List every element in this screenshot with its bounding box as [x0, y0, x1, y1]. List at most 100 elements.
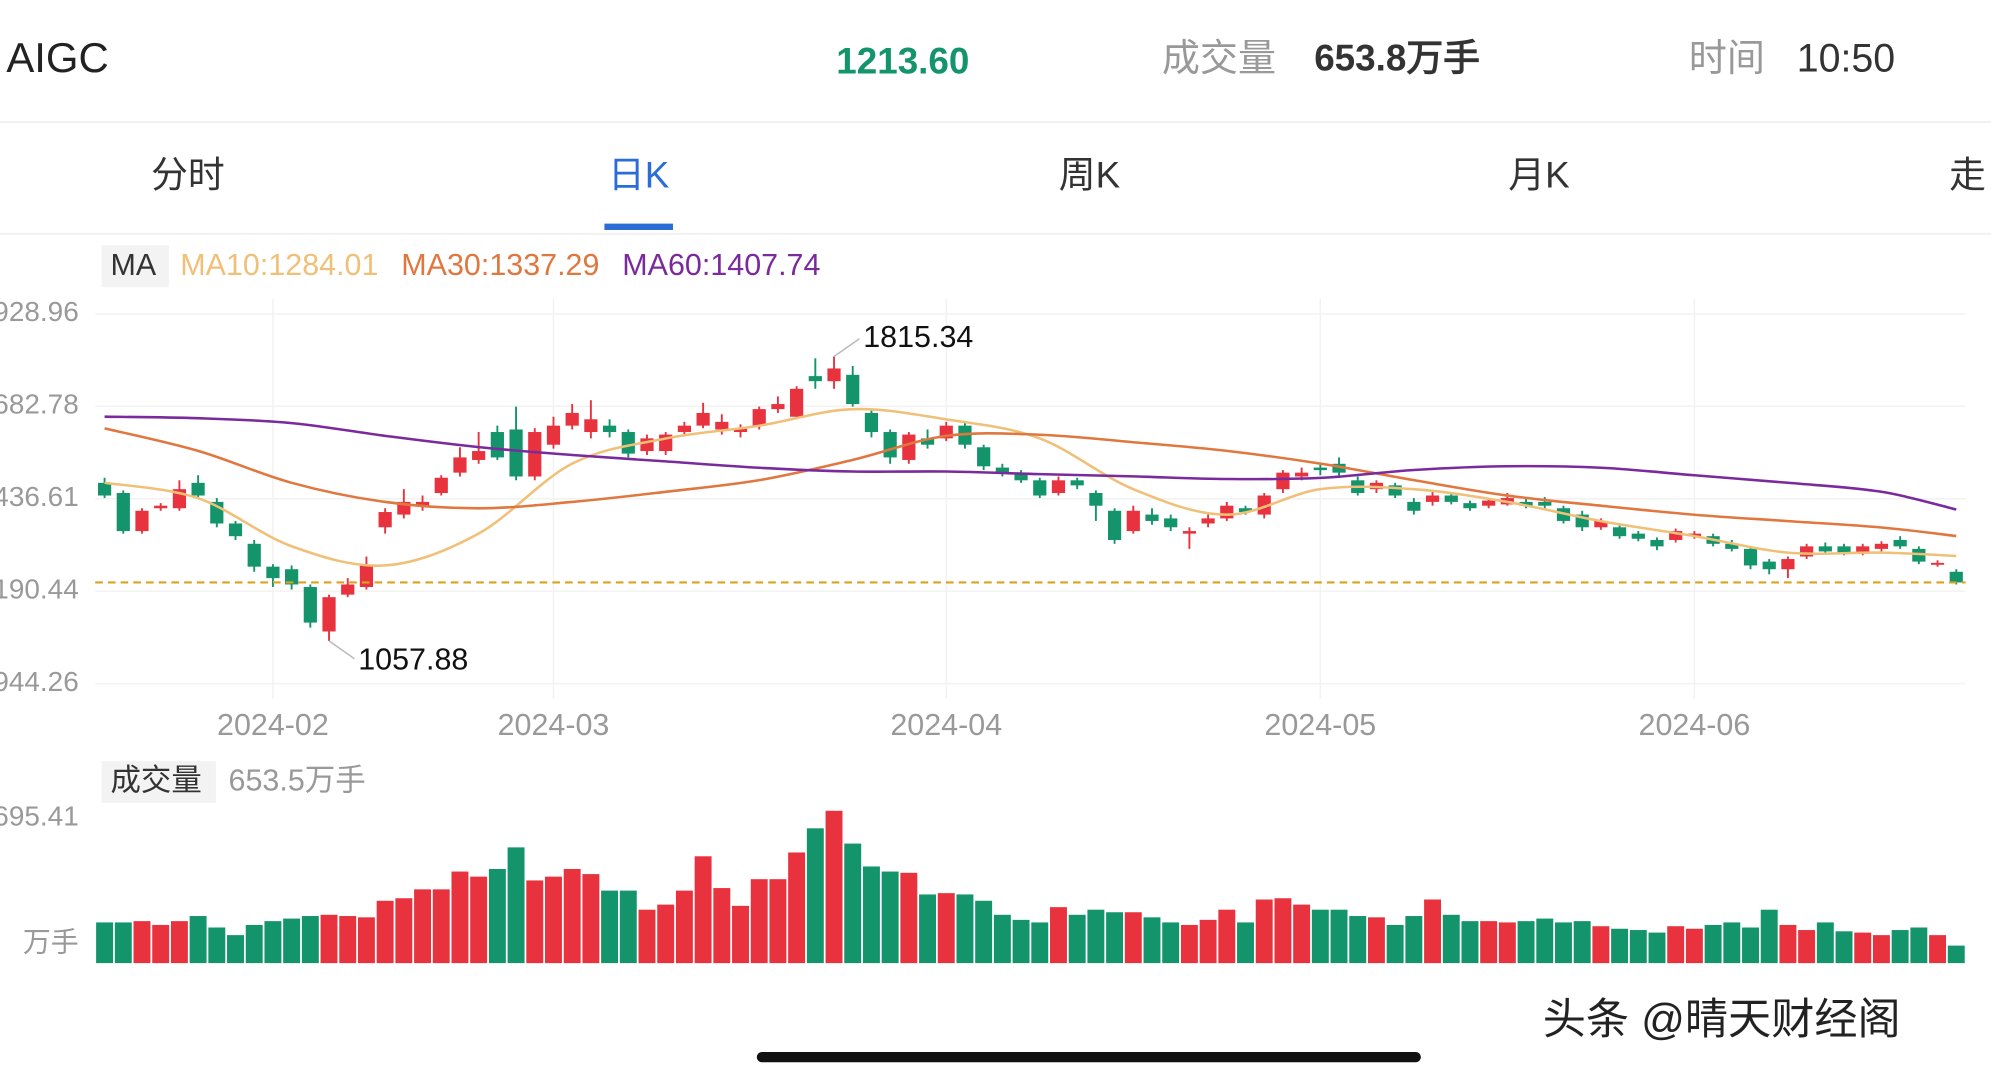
candle-body [1800, 546, 1814, 557]
volume-bar [1293, 904, 1311, 964]
volume-bar [470, 876, 488, 964]
volume-bar [152, 924, 170, 964]
candle-body [509, 429, 523, 477]
volume-bar [488, 869, 506, 964]
candle-body [1126, 510, 1140, 532]
candle-body [1949, 571, 1963, 583]
volume-bar [769, 879, 787, 964]
candle-body [1594, 520, 1608, 528]
candle-body [902, 434, 916, 460]
candle-body [1257, 495, 1271, 515]
volume-bar [1143, 917, 1161, 964]
volume-bar [1555, 922, 1572, 964]
y-tick-label: 1928.96 [0, 296, 79, 327]
volume-bar [956, 894, 974, 964]
volume-bar [1218, 909, 1236, 964]
candle-body [790, 388, 804, 417]
volume-bar [1891, 930, 1909, 964]
volume-bar [1405, 916, 1423, 964]
volume-bar [1611, 928, 1629, 964]
candle-body [733, 428, 748, 433]
candle-body [116, 493, 130, 532]
candle-body [565, 412, 579, 426]
x-tick-label: 2024-04 [890, 708, 1002, 742]
volume-bar [301, 916, 319, 964]
volume-bar [1311, 909, 1329, 964]
tab[interactable]: 走 [1949, 155, 1986, 196]
volume-bar [1068, 914, 1086, 964]
candle-body [1182, 531, 1197, 534]
volume-bar [1162, 922, 1180, 964]
candle-body [621, 432, 635, 454]
volume-bar [1816, 922, 1834, 964]
volume-bar [264, 921, 282, 964]
symbol: AIGC [6, 34, 108, 81]
volume-bar [395, 898, 413, 964]
ma-line [104, 427, 1957, 538]
y-tick-label: 5695.41 [0, 801, 79, 832]
tab[interactable]: 分时 [151, 155, 225, 196]
candle-body [1051, 480, 1066, 494]
candle-body [827, 368, 841, 382]
volume-bar [1947, 945, 1965, 964]
candle-body [920, 438, 935, 445]
candle-body [1276, 472, 1290, 490]
annotation-leader [833, 338, 860, 358]
y-tick-label: 1436.61 [0, 481, 79, 512]
candle-body [1145, 514, 1159, 521]
candle-body [1538, 501, 1552, 506]
volume-bar [601, 890, 619, 964]
tab-active[interactable]: 日K [608, 155, 670, 196]
home-indicator [756, 1052, 1421, 1063]
volume-bar [1349, 916, 1367, 964]
tab-underline [604, 223, 673, 230]
volume-bar [900, 872, 918, 964]
volume-bar [1106, 912, 1124, 964]
candle-body [1612, 527, 1627, 537]
volume-bar [208, 927, 226, 964]
volume-bar [1742, 927, 1759, 964]
tab[interactable]: 月K [1508, 155, 1570, 196]
volume-title-box [101, 761, 216, 804]
time-label: 时间 [1689, 38, 1765, 80]
candle-body [883, 432, 897, 458]
volume-bar [750, 879, 768, 964]
candle-body [228, 523, 243, 537]
candle-body [1482, 500, 1496, 506]
volume-bar [657, 904, 675, 964]
time-value: 10:50 [1797, 36, 1895, 80]
candle-body [584, 419, 598, 433]
tab[interactable]: 周K [1059, 155, 1121, 196]
volume-bar [619, 890, 637, 964]
candle-body [1743, 548, 1758, 566]
candle-body [846, 374, 860, 405]
candle-body [1295, 472, 1309, 477]
candle-body [771, 404, 785, 410]
candle-body [977, 447, 991, 467]
volume-bar [1367, 917, 1385, 964]
price: 1213.60 [836, 40, 969, 81]
volume-bar [1648, 932, 1666, 964]
watermark: 头条 @晴天财经阁 [1543, 996, 1901, 1044]
candle-body [1444, 495, 1458, 502]
volume-bar [1723, 922, 1741, 964]
volume-bar [1872, 935, 1890, 964]
volume-bar [713, 888, 731, 964]
volume-bar [881, 871, 899, 964]
legend-entry: MA10:1284.01 [180, 248, 378, 282]
volume-bar [189, 916, 207, 964]
volume-bar [1124, 912, 1142, 964]
candle-body [135, 510, 149, 532]
volume-bar [919, 894, 937, 964]
x-tick-label: 2024-02 [217, 708, 329, 742]
candle-body [359, 565, 374, 588]
volume-bar [96, 922, 114, 964]
candle-body [97, 482, 112, 496]
candle-body [453, 457, 467, 473]
candle-body [1407, 501, 1421, 511]
volume-bar [1517, 921, 1535, 964]
volume-bar [825, 810, 843, 964]
volume-bar [545, 876, 562, 964]
y-tick-label: 1682.78 [0, 389, 79, 420]
